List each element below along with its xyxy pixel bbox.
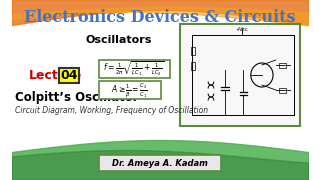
FancyBboxPatch shape bbox=[60, 68, 79, 82]
Text: 04: 04 bbox=[60, 69, 78, 82]
Text: Colpitt’s Oscillator: Colpitt’s Oscillator bbox=[14, 91, 138, 104]
Text: +Vcc: +Vcc bbox=[235, 27, 248, 32]
FancyBboxPatch shape bbox=[99, 155, 221, 171]
Text: Electronics Devices & Circuits: Electronics Devices & Circuits bbox=[24, 8, 296, 26]
Bar bbox=[279, 87, 286, 93]
Text: Lecture: Lecture bbox=[28, 69, 82, 82]
Bar bbox=[191, 62, 195, 70]
Bar bbox=[191, 47, 195, 55]
Text: $f = \frac{1}{2\pi}\sqrt{\frac{1}{LC_1}+\frac{1}{LC_2}}$: $f = \frac{1}{2\pi}\sqrt{\frac{1}{LC_1}+… bbox=[103, 60, 165, 78]
Text: Circuit Diagram, Working, Frequency of Oscillation: Circuit Diagram, Working, Frequency of O… bbox=[14, 105, 208, 114]
Text: Oscillators: Oscillators bbox=[85, 35, 151, 45]
Bar bbox=[279, 62, 286, 68]
Text: $A \geq \frac{1}{\beta} = \frac{C_2}{C_1}$: $A \geq \frac{1}{\beta} = \frac{C_2}{C_1… bbox=[111, 81, 148, 99]
FancyBboxPatch shape bbox=[180, 24, 300, 126]
Text: Dr. Ameya A. Kadam: Dr. Ameya A. Kadam bbox=[112, 159, 208, 168]
FancyBboxPatch shape bbox=[99, 81, 161, 99]
FancyBboxPatch shape bbox=[99, 60, 170, 78]
